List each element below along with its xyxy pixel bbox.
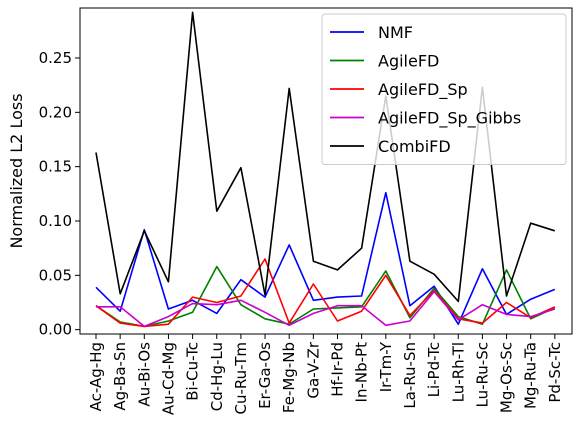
x-tick-label: Pd-Sc-Tc xyxy=(546,342,564,403)
x-tick-label: Ag-Ba-Sn xyxy=(111,342,129,411)
plot-frame xyxy=(79,7,573,335)
x-tick-label: La-Ru-Sn xyxy=(401,342,419,409)
series-line-nmf xyxy=(95,191,556,326)
x-tick-label: Cu-Ru-Tm xyxy=(232,342,250,414)
x-tick-label: Hf-Ir-Pd xyxy=(329,342,347,397)
x-tick-label: Ga-V-Zr xyxy=(304,341,322,398)
y-tick-label: 0.05 xyxy=(39,266,72,284)
legend-label-nmf: NMF xyxy=(378,23,413,42)
y-axis-label: Normalized L2 Loss xyxy=(7,93,26,248)
legend: NMF AgileFD AgileFD_Sp AgileFD_Sp_Gibbs Comb… xyxy=(321,13,567,165)
x-tick-label: Lu-Ru-Sc xyxy=(473,342,491,407)
y-tick-label: 0.00 xyxy=(39,321,72,339)
x-tick-label: Lu-Rh-Tl xyxy=(449,342,467,402)
legend-label-agilefd-sp-gibbs: AgileFD_Sp_Gibbs xyxy=(378,109,521,129)
x-tick-label: Bi-Cu-Tc xyxy=(184,342,202,401)
x-tick-label: Au-Bi-Os xyxy=(135,342,153,407)
legend-label-agilefd: AgileFD xyxy=(378,52,439,71)
plot-lines xyxy=(95,11,556,328)
x-axis: Ac-Ag-Hg Ag-Ba-Sn Au-Bi-Os Au-Cd-Mg Bi-Cu-Tc… xyxy=(87,334,564,415)
legend-box xyxy=(321,13,567,165)
x-tick-label: In-Nb-Pt xyxy=(353,342,371,403)
y-tick-label: 0.10 xyxy=(39,212,72,230)
y-tick-label: 0.15 xyxy=(39,158,72,176)
series-line-agilefd-sp xyxy=(95,258,556,328)
x-tick-label: Fe-Mg-Nb xyxy=(280,342,298,413)
x-tick-label: Cd-Hg-Lu xyxy=(208,342,226,411)
legend-label-agilefd-sp: AgileFD_Sp xyxy=(378,80,468,100)
legend-label-combifd: CombiFD xyxy=(378,137,451,156)
series-line-agilefd-sp-gibbs xyxy=(96,290,556,328)
y-axis: 0.00 0.05 0.10 0.15 0.20 0.25 xyxy=(39,49,80,339)
x-tick-label: Er-Ga-Os xyxy=(256,342,274,409)
x-tick-label: Mg-Ru-Ta xyxy=(522,342,540,409)
y-tick-label: 0.25 xyxy=(39,49,72,67)
x-tick-label: Li-Pd-Tc xyxy=(425,342,443,397)
x-tick-label: Ir-Tm-Y xyxy=(377,341,395,392)
x-tick-label: Mg-Os-Sc xyxy=(498,342,516,413)
x-tick-label: Au-Cd-Mg xyxy=(159,342,177,415)
x-tick-label: Ac-Ag-Hg xyxy=(87,342,105,411)
y-tick-label: 0.20 xyxy=(39,103,72,121)
